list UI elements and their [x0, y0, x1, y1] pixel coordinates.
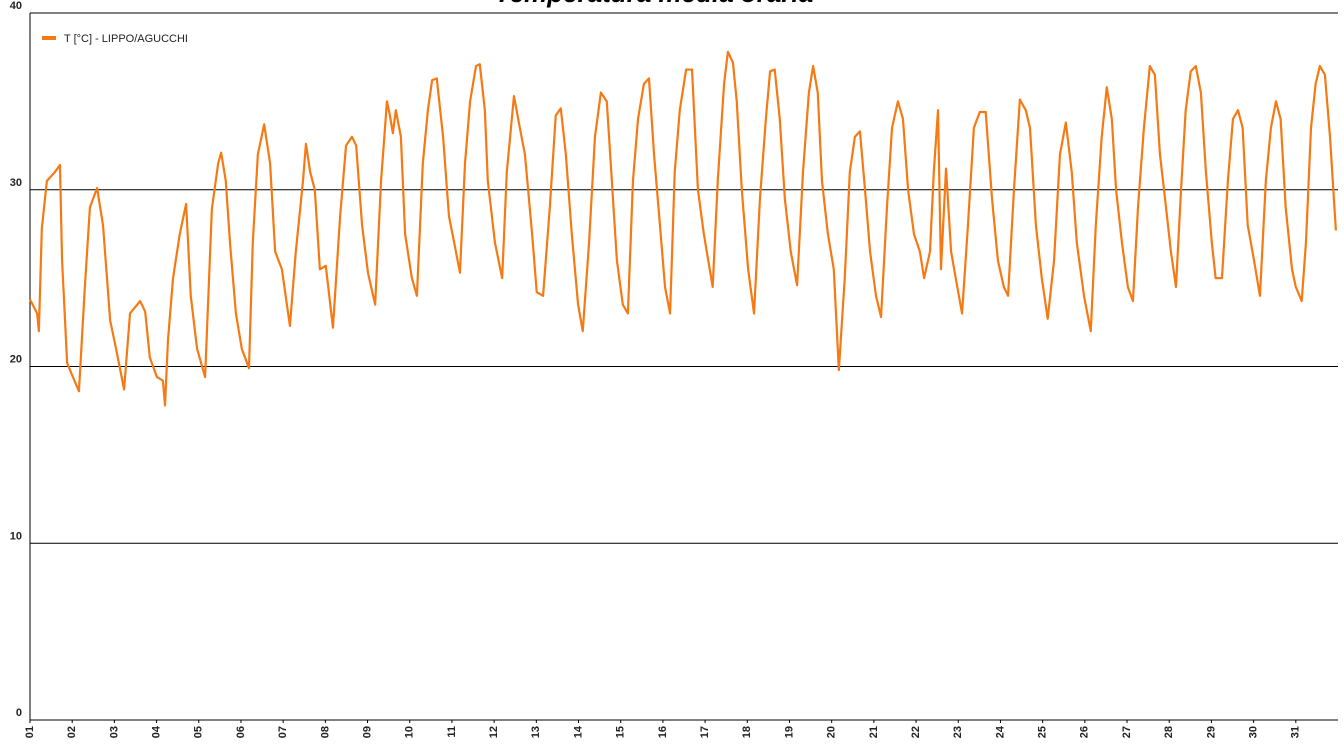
legend-label: T [°C] - LIPPO/AGUCCHI [64, 33, 188, 45]
x-tick-label: 13 [530, 726, 542, 738]
line-series [29, 50, 1337, 407]
x-tick-label: 04 [150, 725, 162, 738]
x-tick-label: 16 [657, 726, 669, 738]
x-tick-label: 17 [699, 726, 711, 738]
x-tick-label: 21 [868, 726, 880, 738]
y-tick-label: 30 [10, 177, 22, 189]
x-tick-label: 19 [783, 726, 795, 738]
y-tick-label: 40 [10, 0, 22, 12]
y-tick-label: 0 [16, 707, 22, 719]
x-tick-label: 06 [235, 726, 247, 738]
x-tick-label: 18 [741, 726, 753, 738]
y-tick-label: 20 [10, 354, 22, 366]
x-tick-label: 11 [446, 726, 458, 738]
x-tick-label: 12 [488, 726, 500, 738]
x-tick-label: 01 [24, 726, 36, 738]
x-tick-label: 07 [277, 726, 289, 738]
x-tick-label: 15 [615, 726, 627, 738]
x-tick-label: 14 [572, 725, 584, 738]
x-tick-label: 05 [193, 726, 205, 738]
x-tick-label: 30 [1248, 726, 1260, 738]
x-tick-label: 26 [1079, 726, 1091, 738]
x-tick-label: 09 [361, 726, 373, 738]
x-tick-label: 24 [994, 725, 1006, 738]
x-tick-label: 02 [66, 726, 78, 738]
x-tick-label: 10 [404, 726, 416, 738]
x-tick-label: 25 [1037, 726, 1049, 738]
x-tick-label: 23 [952, 726, 964, 738]
x-tick-label: 31 [1290, 726, 1302, 738]
x-tick-label: 03 [108, 726, 120, 738]
x-tick-label: 20 [826, 726, 838, 738]
y-tick-label: 10 [10, 530, 22, 542]
x-tick-label: 29 [1205, 726, 1217, 738]
x-tick-label: 27 [1121, 726, 1133, 738]
x-tick-label: 28 [1163, 726, 1175, 738]
chart-title: Temperatura media oraria [495, 0, 813, 8]
x-tick-label: 08 [319, 726, 331, 738]
x-tick-label: 22 [910, 726, 922, 738]
